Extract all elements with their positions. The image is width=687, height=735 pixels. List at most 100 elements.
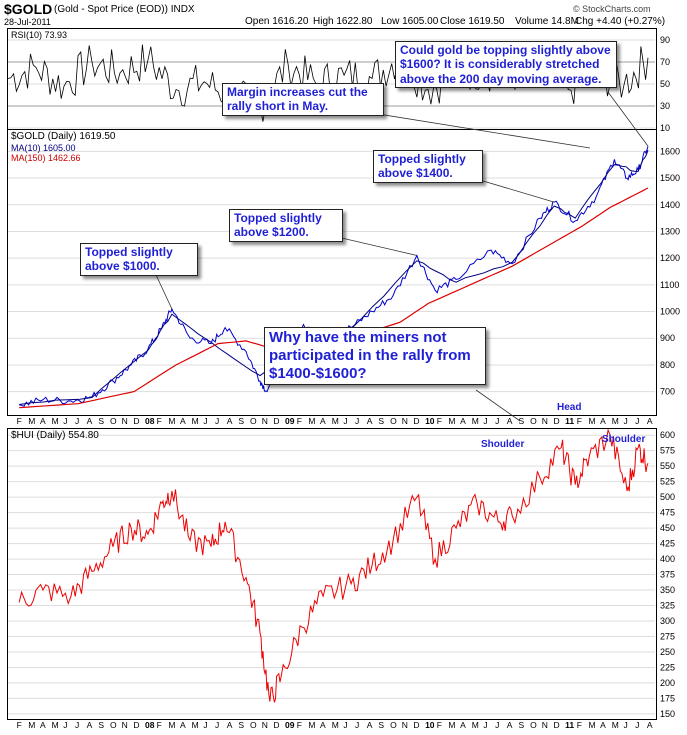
hui-x-tick-label: A xyxy=(87,720,93,730)
gold-x-tick-label: O xyxy=(250,416,257,426)
hui-tick-label: 500 xyxy=(660,492,675,502)
gold-x-tick-label: A xyxy=(87,416,93,426)
gold-tick-label: 1300 xyxy=(660,226,680,236)
hui-x-tick-label: M xyxy=(168,720,175,730)
hui-x-tick-label: M xyxy=(308,720,315,730)
hui-x-tick-label: F xyxy=(157,720,162,730)
hui-x-tick-label: S xyxy=(238,720,244,730)
hui-tick-label: 400 xyxy=(660,554,675,564)
gold-x-tick-label: O xyxy=(390,416,397,426)
callout-margin: Margin increases cut the rally short in … xyxy=(222,83,384,116)
gold-x-tick-label: 10 xyxy=(425,416,435,426)
gold-x-tick-label: A xyxy=(367,416,373,426)
label-shoulder-left: Shoulder xyxy=(481,439,525,450)
hui-x-tick-label: F xyxy=(297,720,302,730)
hui-tick-label: 325 xyxy=(660,601,675,611)
hui-x-tick-label: A xyxy=(227,720,233,730)
gold-x-tick-label: M xyxy=(28,416,35,426)
hui-x-tick-label: D xyxy=(273,720,279,730)
gold-x-tick-label: A xyxy=(180,416,186,426)
hui-x-tick-label: S xyxy=(98,720,104,730)
gold-x-tick-label: 11 xyxy=(565,416,574,426)
hui-x-tick-label: M xyxy=(28,720,35,730)
hui-x-tick-label: S xyxy=(518,720,524,730)
gold-x-tick-label: F xyxy=(577,416,582,426)
gold-tick-label: 1500 xyxy=(660,173,680,183)
hui-x-tick-label: 08 xyxy=(145,720,155,730)
gold-x-tick-label: S xyxy=(378,416,384,426)
hui-legend: $HUI (Daily) 554.80 xyxy=(11,430,99,441)
hui-x-tick-label: D xyxy=(553,720,559,730)
hui-tick-label: 375 xyxy=(660,570,675,580)
quote-change: Chg +4.40 (+0.27%) xyxy=(575,16,666,27)
hui-x-tick-label: M xyxy=(332,720,339,730)
gold-x-tick-label: J xyxy=(63,416,67,426)
hui-x-tick-label: D xyxy=(413,720,419,730)
hui-tick-label: 550 xyxy=(660,461,675,471)
hui-tick-label: 250 xyxy=(660,647,675,657)
ma150-legend: MA(150) 1462.66 xyxy=(11,153,81,163)
hui-x-tick-label: J xyxy=(635,720,639,730)
gold-x-tick-label: J xyxy=(203,416,207,426)
gold-tick-label: 1400 xyxy=(660,200,680,210)
hui-tick-label: 225 xyxy=(660,662,675,672)
gold-x-tick-label: D xyxy=(133,416,139,426)
gold-x-tick-label: M xyxy=(52,416,59,426)
annotation-pointer xyxy=(332,235,418,256)
hui-tick-label: 575 xyxy=(660,446,675,456)
gold-x-tick-label: J xyxy=(495,416,499,426)
callout-topping: Could gold be topping slightly above $16… xyxy=(395,41,617,89)
hui-x-tick-label: A xyxy=(40,720,46,730)
hui-tick-label: 200 xyxy=(660,678,675,688)
gold-x-tick-label: N xyxy=(542,416,548,426)
gold-x-tick-label: J xyxy=(355,416,359,426)
gold-tick-label: 800 xyxy=(660,360,675,370)
hui-x-tick-label: J xyxy=(623,720,627,730)
gold-x-tick-label: J xyxy=(75,416,79,426)
gold-x-tick-label: F xyxy=(157,416,162,426)
gold-tick-label: 700 xyxy=(660,387,675,397)
hui-x-tick-label: A xyxy=(507,720,513,730)
gold-x-tick-label: A xyxy=(600,416,606,426)
hui-x-tick-label: J xyxy=(215,720,219,730)
gold-x-tick-label: N xyxy=(262,416,268,426)
gold-x-tick-label: F xyxy=(17,416,22,426)
annotation-pointer xyxy=(472,177,555,203)
rsi-legend: RSI(10) 73.93 xyxy=(11,30,67,40)
gold-x-tick-label: A xyxy=(40,416,46,426)
hui-x-tick-label: M xyxy=(52,720,59,730)
quote-low: Low 1605.00 xyxy=(381,16,439,27)
gold-x-tick-label: S xyxy=(238,416,244,426)
gold-x-tick-label: J xyxy=(635,416,639,426)
hui-x-tick-label: O xyxy=(250,720,257,730)
hui-x-tick-label: A xyxy=(647,720,653,730)
gold-x-tick-label: S xyxy=(518,416,524,426)
hui-x-tick-label: O xyxy=(530,720,537,730)
hui-tick-label: 475 xyxy=(660,508,675,518)
hui-x-tick-label: 10 xyxy=(425,720,435,730)
callout-top-1200: Topped slightly above $1200. xyxy=(229,209,343,242)
ma150-legend-text: MA(150) 1462.66 xyxy=(11,153,81,163)
gold-x-tick-label: M xyxy=(332,416,339,426)
gold-x-tick-label: O xyxy=(110,416,117,426)
gold-x-tick-label: A xyxy=(507,416,513,426)
hui-x-tick-label: 11 xyxy=(565,720,574,730)
hui-tick-label: 275 xyxy=(660,631,675,641)
rsi-tick-label: 30 xyxy=(660,101,670,111)
gold-x-tick-label: J xyxy=(215,416,219,426)
gold-x-tick-label: J xyxy=(623,416,627,426)
hui-tick-label: 600 xyxy=(660,430,675,440)
gold-x-tick-label: A xyxy=(647,416,653,426)
hui-x-tick-label: F xyxy=(437,720,442,730)
annotation-pointer xyxy=(607,91,649,147)
hui-tick-label: 150 xyxy=(660,709,675,719)
gold-x-tick-label: A xyxy=(460,416,466,426)
gold-x-tick-label: O xyxy=(530,416,537,426)
label-shoulder-right: Shoulder xyxy=(602,434,646,445)
hui-x-tick-label: J xyxy=(343,720,347,730)
gold-x-tick-label: J xyxy=(483,416,487,426)
rsi-tick-label: 90 xyxy=(660,35,670,45)
hui-x-tick-label: J xyxy=(75,720,79,730)
